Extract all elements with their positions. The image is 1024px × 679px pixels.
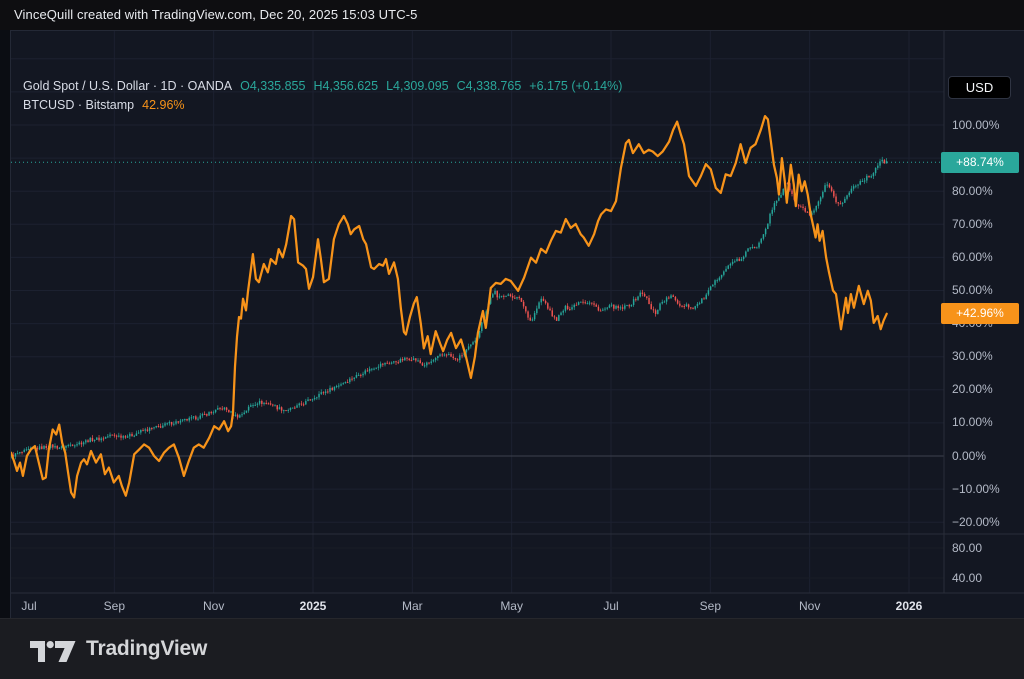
bottom-toolbar: TradingView — [0, 618, 1024, 679]
chart-canvas[interactable] — [11, 31, 1024, 619]
time-axis-tick: Sep — [699, 599, 721, 613]
btc-series-title: BTCUSD · Bitstamp — [23, 98, 135, 112]
time-axis-tick: 2025 — [299, 599, 327, 613]
legend-row-btc[interactable]: BTCUSD · Bitstamp 42.96% — [23, 98, 622, 112]
currency-toggle-button[interactable]: USD — [948, 76, 1011, 99]
gold-change-value: +6.175 (+0.14%) — [529, 79, 623, 93]
price-axis-tick: 10.00% — [952, 415, 993, 430]
price-axis-tick: 100.00% — [952, 117, 1000, 132]
time-axis-tick: Jul — [603, 599, 619, 613]
chart-panel[interactable]: Gold Spot / U.S. Dollar · 1D · OANDA O4,3… — [10, 30, 1024, 618]
legend: Gold Spot / U.S. Dollar · 1D · OANDA O4,3… — [23, 79, 622, 117]
gold-close-value: C4,338.765 — [456, 79, 522, 93]
price-axis-tick: 80.00% — [952, 183, 993, 198]
tradingview-logo-text: TradingView — [86, 637, 208, 660]
time-axis-tick: 2026 — [895, 599, 923, 613]
time-axis-tick: Sep — [103, 599, 125, 613]
time-axis-tick: May — [500, 599, 523, 613]
legend-row-gold[interactable]: Gold Spot / U.S. Dollar · 1D · OANDA O4,3… — [23, 79, 622, 93]
price-axis-tick: 0.00% — [952, 448, 987, 463]
price-axis-tick: −10.00% — [952, 481, 1000, 496]
gold-high-value: H4,356.625 — [313, 79, 379, 93]
gold-open-value: O4,335.855 — [240, 79, 306, 93]
price-axis-tick: 20.00% — [952, 382, 993, 397]
btc-price-badge: +42.96% — [941, 303, 1019, 325]
btc-change-value: 42.96% — [142, 98, 185, 112]
gold-series-title: Gold Spot / U.S. Dollar · 1D · OANDA — [23, 79, 233, 93]
time-axis-tick: Mar — [401, 599, 423, 613]
tradingview-logo[interactable]: TradingView — [30, 636, 207, 662]
price-axis-tick: 30.00% — [952, 349, 993, 364]
price-axis-tick: 70.00% — [952, 216, 993, 231]
gold-low-value: L4,309.095 — [386, 79, 449, 93]
price-axis-tick: 50.00% — [952, 283, 993, 297]
attribution-text: VinceQuill created with TradingView.com,… — [14, 7, 418, 22]
time-axis-tick: Nov — [202, 599, 225, 613]
sub-axis-tick: 40.00 — [952, 570, 983, 585]
sub-axis-tick: 80.00 — [952, 540, 983, 555]
tradingview-logo-icon — [30, 641, 76, 662]
price-axis-tick: 60.00% — [952, 249, 993, 264]
attribution-bar: VinceQuill created with TradingView.com,… — [0, 0, 1024, 30]
price-axis-tick: −20.00% — [952, 514, 1000, 529]
time-axis-tick: Nov — [798, 599, 821, 613]
time-axis-tick: Jul — [21, 599, 37, 613]
gold-price-badge: +88.74% — [941, 151, 1019, 173]
